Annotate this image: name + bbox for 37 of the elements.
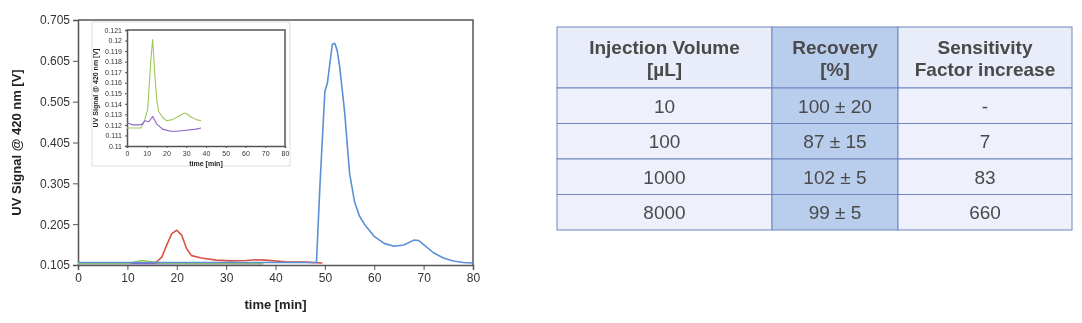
x-tick-label: 30: [219, 270, 234, 285]
text: 100 ± 20: [798, 95, 872, 117]
y-tick-label: 0.305: [39, 176, 71, 191]
x-tick-label: 50: [318, 270, 333, 285]
text: 10: [653, 95, 676, 117]
text: 99 ± 5: [808, 202, 862, 224]
line-series: [77, 42, 474, 264]
x-tick-label: 70: [417, 270, 432, 285]
x-tick-label: 60: [368, 270, 382, 285]
x-tick-label: 80: [466, 270, 481, 285]
text: 100: [648, 131, 681, 153]
text: 660: [969, 202, 1001, 224]
x-tick-label: 0: [75, 270, 83, 285]
x-axis-title: time [min]: [244, 297, 307, 312]
y-tick-label: 0.205: [39, 217, 71, 232]
text: 1000: [643, 166, 686, 188]
y-tick-label: 0.505: [39, 95, 71, 110]
text: 83: [974, 166, 996, 188]
x-tick-label: 20: [170, 270, 185, 285]
x-tick-label: 10: [121, 270, 135, 285]
y-tick-label: 0.105: [39, 258, 71, 273]
text: 87 ± 15: [803, 131, 867, 153]
y-axis-title: UV Signal @ 420 nm [V]: [9, 69, 25, 216]
category-label: Recovery [%]: [792, 36, 879, 80]
y-tick-label: 0.605: [39, 54, 71, 69]
text: 102 ± 5: [803, 166, 867, 188]
line-series: [126, 38, 202, 129]
line-series: [126, 115, 202, 132]
y-tick-label: 0.705: [39, 13, 71, 28]
text: -: [981, 95, 989, 117]
category-label: Injection Volume [µL]: [589, 36, 740, 80]
x-tick-label: 40: [269, 270, 283, 285]
y-tick-label: 0.405: [39, 135, 71, 150]
category-label: Sensitivity Factor increase: [914, 36, 1056, 80]
line-series: [152, 229, 324, 264]
text: 7: [979, 131, 991, 153]
text: 8000: [643, 202, 686, 224]
